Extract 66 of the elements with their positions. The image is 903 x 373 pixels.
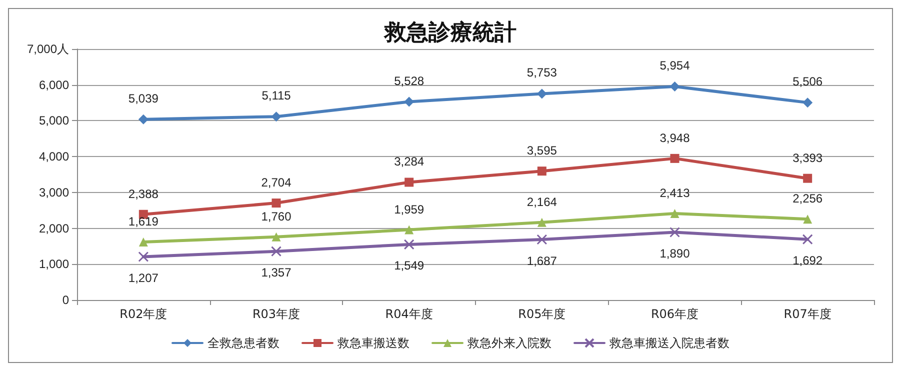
point xyxy=(670,208,680,218)
y-tick-label: 6,000 xyxy=(38,78,70,92)
point xyxy=(536,88,547,99)
point xyxy=(537,166,546,176)
point xyxy=(271,246,282,257)
x-tick-label: R02年度 xyxy=(120,307,168,321)
x-tick-label: R06年度 xyxy=(650,307,699,321)
y-tick-label: 0 xyxy=(62,293,70,307)
data-label: 5,954 xyxy=(660,58,690,73)
data-label: 3,393 xyxy=(792,150,823,165)
data-label: 2,256 xyxy=(792,192,823,206)
point xyxy=(138,251,149,262)
point xyxy=(802,98,813,108)
point xyxy=(271,112,282,122)
point xyxy=(404,96,414,107)
legend-label: 救急外来入院数 xyxy=(466,336,552,350)
legend-label: 救急車搬送数 xyxy=(336,336,410,350)
data-label: 3,948 xyxy=(660,130,690,145)
data-label: 2,704 xyxy=(261,176,292,190)
point xyxy=(404,178,414,187)
data-label: 5,528 xyxy=(394,74,424,88)
point xyxy=(272,198,281,208)
point xyxy=(670,226,680,238)
data-label: 1,959 xyxy=(394,202,424,216)
point xyxy=(404,225,414,234)
y-tick-label: 5,000 xyxy=(38,114,70,128)
point xyxy=(802,234,813,245)
point xyxy=(272,232,281,242)
data-label: 5,115 xyxy=(262,88,292,103)
y-tick-label: 1,000 xyxy=(38,257,70,272)
point xyxy=(138,114,148,124)
point xyxy=(536,234,548,245)
data-label: 1,890 xyxy=(660,246,690,260)
data-label: 1,692 xyxy=(792,254,823,268)
data-label: 5,753 xyxy=(526,66,558,80)
x-tick-label: R07年度 xyxy=(784,307,832,321)
data-label: 1,357 xyxy=(261,266,292,280)
data-label: 1,687 xyxy=(526,254,558,268)
data-label: 3,595 xyxy=(526,144,558,158)
y-tick-label: 2,000 xyxy=(38,221,70,236)
y-tick-label: 4,000 xyxy=(38,150,70,164)
data-label: 1,760 xyxy=(261,209,292,224)
legend-label: 全救急患者数 xyxy=(208,336,280,350)
point xyxy=(803,174,812,183)
point xyxy=(670,154,680,163)
data-label: 1,549 xyxy=(394,258,424,273)
point xyxy=(803,214,812,224)
chart-title: 救急診療統計 xyxy=(382,20,516,46)
data-label: 3,284 xyxy=(394,154,424,169)
point xyxy=(404,239,414,250)
legend-label: 救急車搬送入院患者数 xyxy=(608,336,730,350)
x-tick-label: R04年度 xyxy=(385,307,433,321)
point xyxy=(138,237,148,246)
point xyxy=(537,218,546,227)
data-label: 2,413 xyxy=(660,186,690,200)
y-tick-label: 7,000人 xyxy=(26,42,69,56)
x-tick-label: R05年度 xyxy=(518,307,566,321)
data-label: 1,619 xyxy=(128,214,159,228)
point xyxy=(670,82,680,92)
y-tick-label: 3,000 xyxy=(38,185,70,200)
data-label: 2,164 xyxy=(526,194,558,209)
data-label: 1,207 xyxy=(128,270,159,285)
data-label: 2,388 xyxy=(128,186,159,201)
x-tick-label: R03年度 xyxy=(252,307,300,321)
data-label: 5,506 xyxy=(792,74,823,89)
data-label: 5,039 xyxy=(128,91,159,106)
